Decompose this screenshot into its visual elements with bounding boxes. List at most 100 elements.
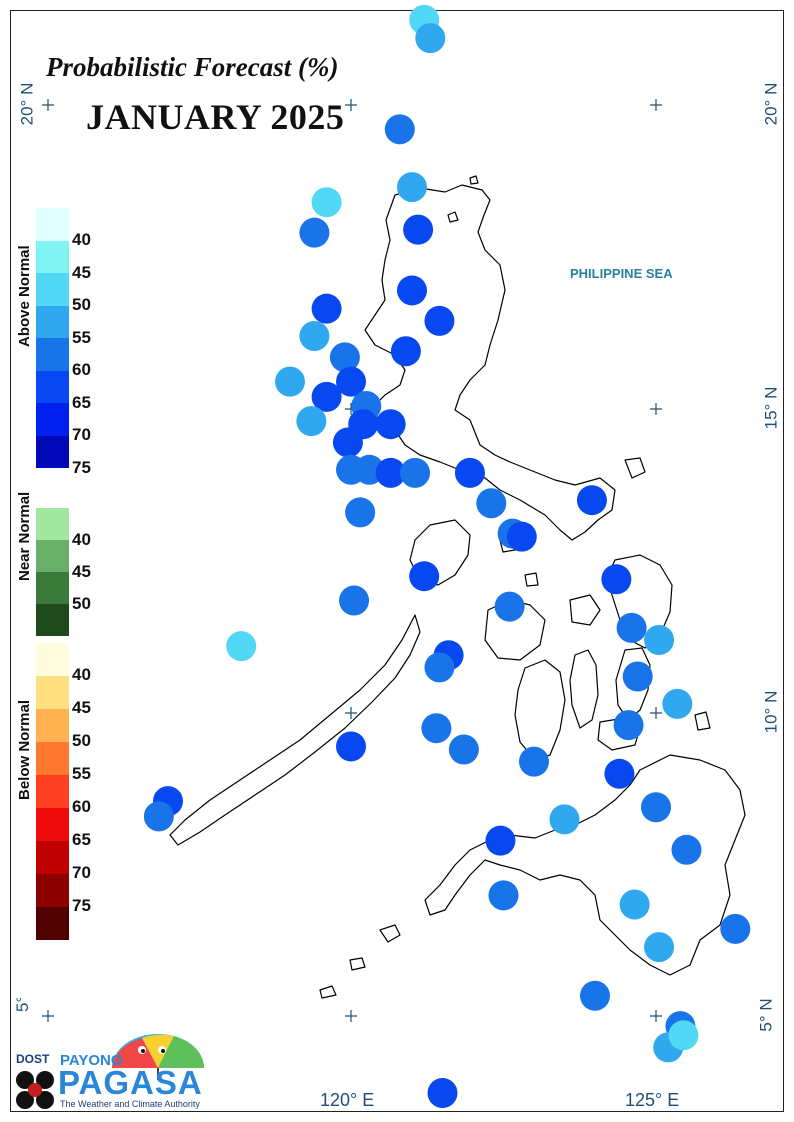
below-legend-tick: 55 xyxy=(72,764,91,783)
below-legend-tick: 50 xyxy=(72,731,91,750)
station-marker xyxy=(494,591,525,622)
map-title: Probabilistic Forecast (%) xyxy=(46,52,339,82)
below-legend-label: Below Normal xyxy=(16,699,33,800)
above-legend-tick: 55 xyxy=(72,327,91,347)
station-marker xyxy=(390,336,421,367)
station-marker xyxy=(720,913,751,944)
station-marker xyxy=(454,457,485,488)
station-marker xyxy=(644,625,675,656)
below-legend-tick: 60 xyxy=(72,797,91,816)
station-marker xyxy=(580,980,610,1011)
station-marker xyxy=(397,275,427,306)
below-legend-tick: 45 xyxy=(72,698,91,717)
above-legend-tick: 60 xyxy=(72,360,91,379)
station-marker xyxy=(613,710,644,741)
pagasa-label: PAGASA xyxy=(58,1064,203,1101)
station-marker xyxy=(336,731,366,762)
station-marker xyxy=(424,305,455,336)
below-legend-tick: 75 xyxy=(72,896,91,915)
station-marker xyxy=(421,713,452,744)
station-marker xyxy=(488,880,519,911)
above-legend-tick: 50 xyxy=(72,295,91,314)
station-marker xyxy=(403,214,434,245)
station-marker xyxy=(619,889,650,920)
near-legend-tick: 45 xyxy=(72,562,91,581)
lon-label-125e: 125° E xyxy=(625,1090,680,1110)
station-marker xyxy=(668,1020,699,1051)
sea-label: PHILIPPINE SEA xyxy=(570,266,673,281)
above-legend-swatch xyxy=(36,403,69,436)
near-legend-tick: 50 xyxy=(72,594,91,613)
station-marker xyxy=(604,758,635,789)
above-legend-swatch xyxy=(36,208,69,241)
station-marker xyxy=(311,381,342,412)
station-marker xyxy=(311,187,342,218)
station-marker xyxy=(424,652,455,683)
above-legend-swatch xyxy=(36,273,69,306)
station-marker xyxy=(576,485,607,516)
lat-label-left-20n: 20° N xyxy=(17,82,37,126)
station-marker xyxy=(329,342,360,373)
station-marker xyxy=(644,932,675,963)
station-marker xyxy=(397,172,427,203)
below-legend-tick: 70 xyxy=(72,863,91,882)
station-marker xyxy=(671,834,702,865)
station-marker xyxy=(549,804,580,835)
station-marker xyxy=(375,457,406,488)
below-legend-swatch xyxy=(36,808,69,841)
station-marker xyxy=(622,661,653,692)
above-legend-label: Above Normal xyxy=(16,244,33,347)
near-legend-swatch xyxy=(36,508,69,540)
below-legend-swatch xyxy=(36,874,69,907)
station-marker xyxy=(409,561,440,592)
station-marker xyxy=(641,792,671,823)
near-legend-swatch xyxy=(36,604,69,636)
lat-label-left-5n-text: 5° N xyxy=(13,998,32,1012)
near-legend-tick: 40 xyxy=(72,530,91,549)
station-marker xyxy=(311,293,342,324)
coastline xyxy=(169,175,746,999)
payong-label: PAYONG xyxy=(60,1052,123,1069)
below-legend-swatch xyxy=(36,676,69,709)
station-marker xyxy=(601,564,632,595)
station-marker xyxy=(506,521,537,552)
station-marker xyxy=(415,23,446,54)
above-legend-tick: 75 xyxy=(72,457,91,477)
station-marker xyxy=(427,1078,458,1108)
station-marker xyxy=(384,114,415,145)
below-legend-swatch xyxy=(36,709,69,742)
below-legend-tick: 65 xyxy=(72,830,91,849)
dost-emblem xyxy=(16,1071,54,1109)
station-marker xyxy=(485,825,516,856)
below-legend-swatch xyxy=(36,841,69,874)
station-marker xyxy=(448,734,479,765)
station-marker xyxy=(296,406,327,437)
lon-label-120e: 120° E xyxy=(320,1090,375,1110)
station-marker xyxy=(476,488,507,519)
station-marker xyxy=(332,427,363,458)
below-legend-swatch xyxy=(36,775,69,808)
station-marker xyxy=(662,688,693,719)
above-legend-swatch xyxy=(36,305,69,338)
near-legend-swatch xyxy=(36,540,69,572)
station-marker xyxy=(400,457,431,488)
above-legend-tick: 65 xyxy=(72,392,91,412)
pagasa-logo xyxy=(16,1034,205,1109)
above-legend-swatch xyxy=(36,370,69,403)
lat-label-10n: 10° N xyxy=(761,690,781,734)
above-legend-swatch xyxy=(36,240,69,273)
graticule-crosses xyxy=(42,99,662,1022)
below-legend-tick: 40 xyxy=(72,665,91,684)
station-markers xyxy=(143,4,751,1108)
above-legend-tick: 45 xyxy=(72,262,91,282)
below-legend-swatch xyxy=(36,643,69,676)
station-marker xyxy=(299,321,330,352)
station-marker xyxy=(299,217,330,248)
near-legend-label: Near Normal xyxy=(16,491,33,581)
station-marker xyxy=(519,746,549,777)
pagasa-tagline: The Weather and Climate Authority xyxy=(60,1099,200,1109)
station-marker xyxy=(375,409,406,440)
lat-label-5n: 5° N xyxy=(756,998,776,1032)
station-marker xyxy=(339,585,370,616)
